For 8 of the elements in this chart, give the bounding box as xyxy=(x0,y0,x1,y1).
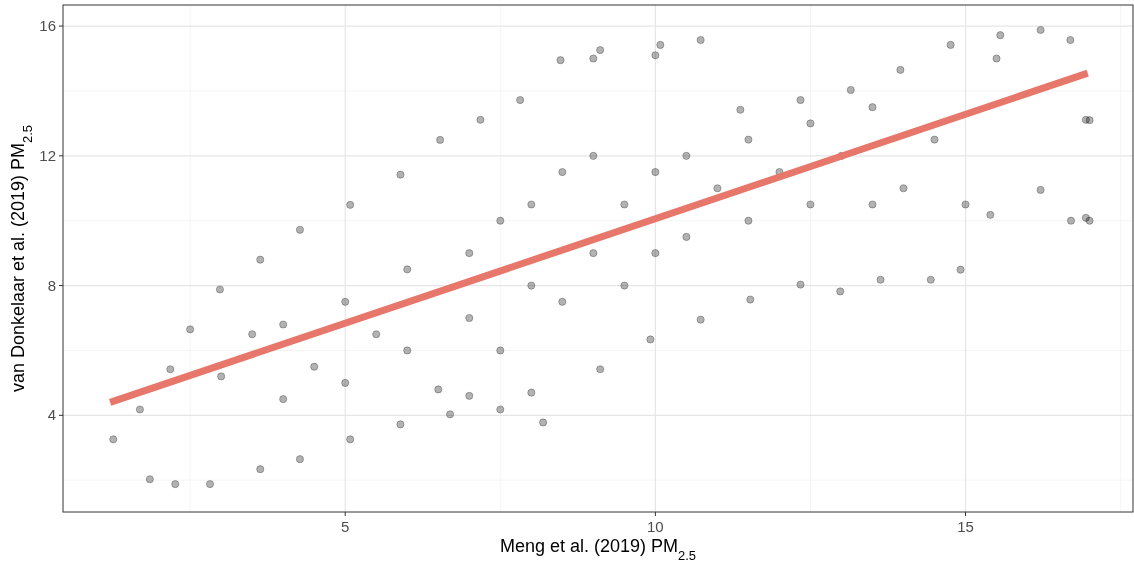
x-tick-label: 5 xyxy=(341,518,350,535)
y-tick-label: 4 xyxy=(47,406,56,424)
x-axis-title: Meng et al. (2019) PM$_{2.5}$ xyxy=(499,536,697,563)
x-tick-label: 15 xyxy=(957,518,974,535)
x-tick-label: 10 xyxy=(647,518,664,535)
y-tick-label: 16 xyxy=(39,17,56,35)
y-tick-label: 12 xyxy=(39,146,56,164)
y-tick-label: 8 xyxy=(47,276,56,294)
